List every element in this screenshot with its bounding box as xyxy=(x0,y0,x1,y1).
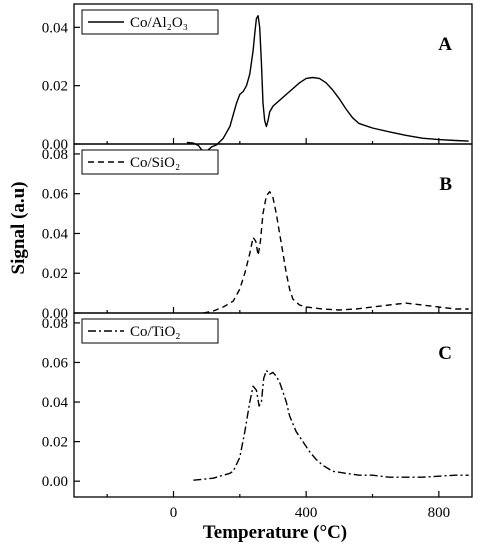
y-tick-label: 0.00 xyxy=(42,137,68,153)
y-tick-label: 0.08 xyxy=(42,316,68,332)
y-tick-label: 0.06 xyxy=(42,187,69,203)
x-axis-label: Temperature (°C) xyxy=(203,522,347,543)
y-tick-label: 0.04 xyxy=(42,395,69,411)
y-tick-label: 0.04 xyxy=(42,226,69,242)
series-line-c xyxy=(193,369,469,481)
legend: Co/Al₂O₃ xyxy=(81,9,219,35)
panel-b: 0.00 0.02 0.04 0.06 0.08 Co/SiO₂ B xyxy=(42,143,473,322)
series-line-a xyxy=(186,15,469,154)
legend: Co/TiO₂ xyxy=(81,318,219,344)
panel-letter: A xyxy=(438,34,452,55)
x-tick-label: 800 xyxy=(428,505,451,521)
y-tick-label: 0.02 xyxy=(42,435,68,451)
legend-label: Co/TiO₂ xyxy=(130,324,181,340)
panel-c: 0.00 0.02 0.04 0.06 0.08 0 400 800 Co/TiO₂ C xyxy=(42,312,473,521)
panel-frame xyxy=(73,312,473,498)
y-tick-label: 0.02 xyxy=(42,266,68,282)
x-tick-label: 0 xyxy=(170,505,178,521)
y-tick-label: 0.04 xyxy=(42,20,69,36)
y-tick-label: 0.08 xyxy=(42,147,68,163)
panel-letter: C xyxy=(438,343,452,364)
y-tick-label: 0.06 xyxy=(42,355,69,371)
y-tick-label: 0.00 xyxy=(42,306,68,322)
x-tick-label: 400 xyxy=(295,505,318,521)
y-axis-label: Signal (a.u) xyxy=(8,182,29,275)
y-tick-label: 0.02 xyxy=(42,79,68,95)
legend: Co/SiO₂ xyxy=(81,149,219,175)
y-tick-label: 0.00 xyxy=(42,474,68,490)
legend-box xyxy=(81,149,219,175)
legend-label: Co/SiO₂ xyxy=(130,155,180,171)
legend-label: Co/Al₂O₃ xyxy=(130,15,188,31)
panel-a: 0.00 0.02 0.04 Co/Al₂O₃ A xyxy=(42,3,473,154)
series-line-b xyxy=(203,191,469,314)
panel-letter: B xyxy=(439,174,452,195)
